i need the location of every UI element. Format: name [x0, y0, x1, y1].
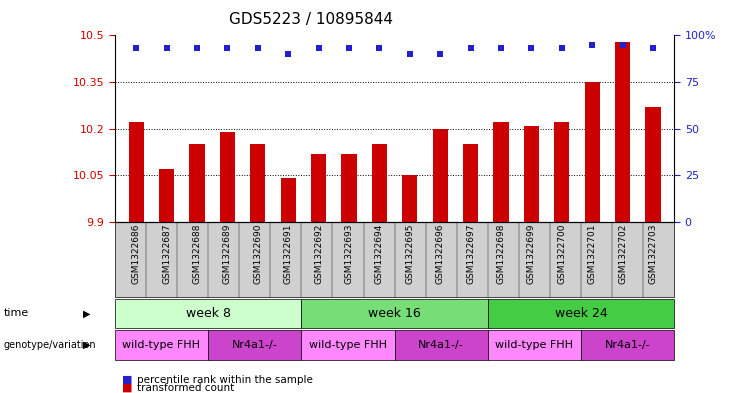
Point	[222, 45, 233, 51]
Bar	[524, 126, 539, 222]
Bar	[645, 107, 661, 222]
Point	[404, 51, 416, 57]
Point	[465, 45, 476, 51]
Text: ▶: ▶	[83, 309, 90, 318]
Text: ■: ■	[122, 383, 133, 393]
Text: Nr4a1-/-: Nr4a1-/-	[232, 340, 278, 350]
Bar	[250, 144, 265, 222]
Bar	[615, 42, 631, 222]
Bar	[494, 123, 508, 222]
Text: wild-type FHH: wild-type FHH	[122, 340, 201, 350]
Point	[556, 45, 568, 51]
Bar	[585, 82, 599, 222]
Bar	[372, 144, 387, 222]
Text: Nr4a1-/-: Nr4a1-/-	[605, 340, 651, 350]
Text: week 24: week 24	[555, 307, 608, 320]
Text: week 16: week 16	[368, 307, 421, 320]
Bar	[342, 154, 356, 222]
Point	[586, 42, 598, 48]
Point	[647, 45, 659, 51]
Bar	[554, 123, 569, 222]
Point	[525, 45, 537, 51]
Point	[282, 51, 294, 57]
Bar	[159, 169, 174, 222]
Bar	[220, 132, 235, 222]
Point	[161, 45, 173, 51]
Bar	[433, 129, 448, 222]
Text: wild-type FHH: wild-type FHH	[309, 340, 387, 350]
Bar	[311, 154, 326, 222]
Text: ■: ■	[122, 375, 133, 385]
Text: ▶: ▶	[83, 340, 90, 350]
Bar	[281, 178, 296, 222]
Point	[617, 42, 628, 48]
Point	[495, 45, 507, 51]
Point	[373, 45, 385, 51]
Text: wild-type FHH: wild-type FHH	[496, 340, 574, 350]
Point	[191, 45, 203, 51]
Point	[434, 51, 446, 57]
Point	[130, 45, 142, 51]
Text: Nr4a1-/-: Nr4a1-/-	[419, 340, 464, 350]
Point	[252, 45, 264, 51]
Text: genotype/variation: genotype/variation	[4, 340, 96, 350]
Text: transformed count: transformed count	[137, 383, 234, 393]
Bar	[463, 144, 478, 222]
Point	[343, 45, 355, 51]
Text: week 8: week 8	[185, 307, 230, 320]
Text: percentile rank within the sample: percentile rank within the sample	[137, 375, 313, 385]
Text: GDS5223 / 10895844: GDS5223 / 10895844	[229, 12, 393, 27]
Bar	[402, 175, 417, 222]
Text: time: time	[4, 309, 29, 318]
Bar	[128, 123, 144, 222]
Point	[313, 45, 325, 51]
Bar	[190, 144, 205, 222]
